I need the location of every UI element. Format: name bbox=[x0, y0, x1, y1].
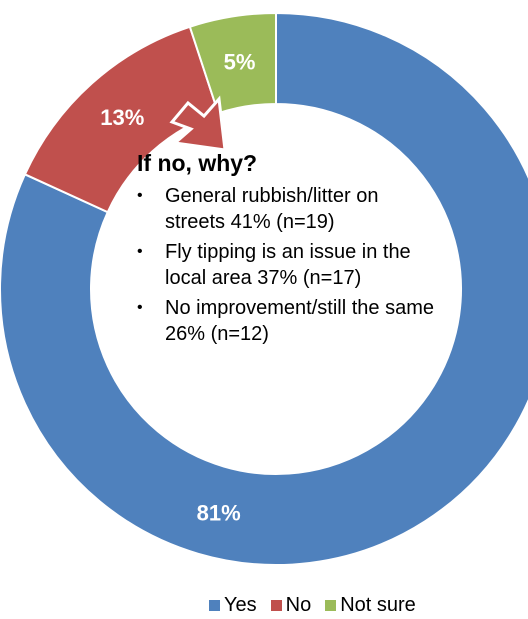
bullet-icon: • bbox=[137, 295, 143, 321]
legend-item-not-sure: Not sure bbox=[325, 594, 416, 617]
slice-label-no: 13% bbox=[100, 105, 144, 130]
legend-swatch-not-sure bbox=[325, 600, 336, 611]
legend-swatch-no bbox=[271, 600, 282, 611]
callout-list: • General rubbish/litter on streets 41% (… bbox=[137, 183, 437, 347]
legend-label-not-sure: Not sure bbox=[340, 594, 416, 617]
slice-label-not-sure: 5% bbox=[224, 49, 256, 74]
legend: Yes No Not sure bbox=[209, 594, 416, 617]
bullet-icon: • bbox=[137, 239, 143, 265]
callout-item-text: Fly tipping is an issue in the local are… bbox=[165, 241, 411, 289]
callout-title: If no, why? bbox=[137, 150, 437, 177]
callout-item: • Fly tipping is an issue in the local ar… bbox=[137, 239, 437, 291]
legend-label-no: No bbox=[286, 594, 312, 617]
slice-label-yes: 81% bbox=[197, 500, 241, 525]
callout-item-text: No improvement/still the same 26% (n=12) bbox=[165, 297, 434, 345]
callout-item: • General rubbish/litter on streets 41% (… bbox=[137, 183, 437, 235]
bullet-icon: • bbox=[137, 183, 143, 209]
legend-label-yes: Yes bbox=[224, 594, 257, 617]
legend-item-no: No bbox=[271, 594, 312, 617]
callout-box: If no, why? • General rubbish/litter on s… bbox=[137, 150, 437, 351]
callout-item-text: General rubbish/litter on streets 41% (n… bbox=[165, 185, 378, 233]
callout-item: • No improvement/still the same 26% (n=12… bbox=[137, 295, 437, 347]
legend-swatch-yes bbox=[209, 600, 220, 611]
legend-item-yes: Yes bbox=[209, 594, 257, 617]
